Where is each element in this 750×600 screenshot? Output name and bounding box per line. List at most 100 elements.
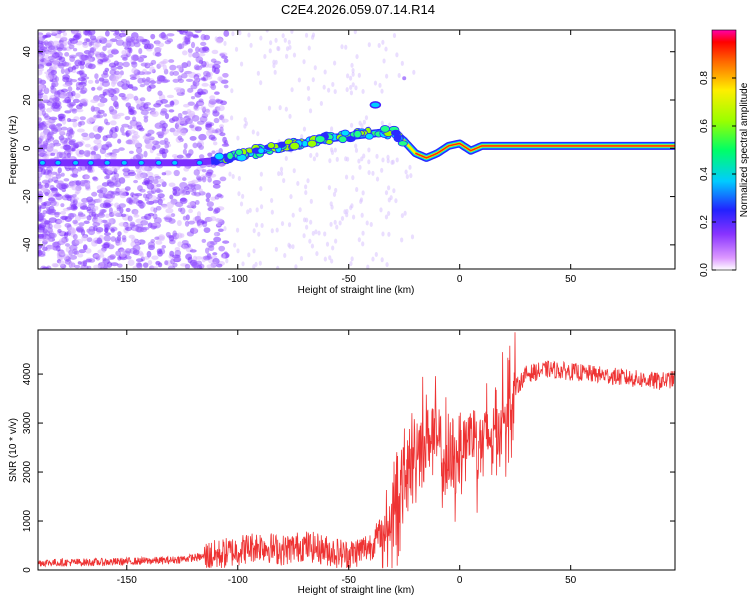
spectrogram-noise-blob (172, 130, 179, 137)
spectrogram-noise-blob (82, 43, 89, 48)
spectrogram-noise-blob (69, 182, 77, 187)
spectrogram-noise-blob (91, 86, 96, 91)
spectrogram-noise-blob (146, 183, 155, 190)
spectrogram-noise-blob (188, 124, 195, 129)
spectrogram-noise-blob (278, 105, 282, 111)
spectrogram-noise-blob (149, 80, 157, 85)
spectrogram-noise-blob (164, 260, 169, 266)
spectrogram-ridge-blob (38, 159, 46, 166)
spectrogram-noise-blob (74, 32, 82, 40)
spectrogram-noise-blob (351, 82, 355, 88)
spectrogram-noise-blob (284, 106, 288, 112)
spectrogram-noise-blob (60, 126, 68, 131)
spectrogram-noise-blob (52, 97, 58, 103)
spectrogram-noise-blob (265, 30, 269, 33)
spectrogram-noise-blob (97, 102, 105, 107)
spectrogram-noise-blob (134, 193, 143, 197)
spectrogram-noise-blob (355, 54, 359, 60)
spectrogram-noise-blob (91, 211, 97, 217)
spectrogram-noise-blob (186, 109, 192, 114)
spectrogram-noise-blob (201, 238, 207, 243)
spectrogram-noise-blob (113, 60, 119, 67)
spectrogram-noise-blob (147, 241, 156, 249)
spectrogram-noise-blob (38, 94, 42, 101)
spectrogram-noise-blob (216, 263, 223, 268)
spectrogram-noise-blob (276, 265, 280, 269)
spectrogram-noise-blob (187, 87, 194, 93)
spectrogram-noise-blob (381, 231, 385, 237)
spectrogram-noise-blob (129, 221, 136, 227)
spectrogram-noise-blob (178, 119, 186, 124)
spectrogram-ridge-blob (103, 159, 111, 166)
spectrogram-frame (37, 29, 676, 270)
spectrogram-noise-blob (351, 67, 355, 73)
spectrogram-noise-blob (182, 244, 188, 250)
spectrogram-noise-blob (59, 43, 65, 49)
spectrogram-noise-blob (46, 107, 53, 113)
spectrogram-ridge-core (414, 142, 675, 159)
spectrogram-noise-blob (249, 42, 253, 48)
spectrogram-noise-blob (181, 73, 188, 79)
spectrogram-noise-blob (221, 118, 226, 124)
spectrogram-noise-blob (153, 103, 162, 108)
spectrogram-noise-blob (179, 197, 188, 204)
spectrogram-noise-blob (285, 46, 290, 52)
snr-plot (38, 332, 675, 569)
spectrogram-noise-blob (99, 187, 108, 194)
spectrogram-noise-blob (161, 34, 169, 41)
spectrogram-noise-blob (52, 59, 60, 66)
spectrogram-noise-blob (38, 206, 42, 213)
spectrogram-noise-blob (378, 82, 382, 88)
spectrogram-noise-blob (93, 254, 102, 258)
spectrogram-noise-blob (99, 51, 105, 58)
spectrogram-ridge-blob (340, 129, 350, 137)
spectrogram-ridge-blob (338, 135, 348, 144)
spectrogram-noise-blob (252, 228, 256, 234)
spectrogram-noise-blob (384, 190, 389, 196)
spectrogram-noise-blob (259, 204, 264, 210)
spectrogram-noise-blob (143, 150, 148, 158)
spectrogram-noise-blob (67, 212, 75, 220)
spectrogram-noise-blob (387, 211, 391, 217)
spectrogram-noise-blob (165, 207, 174, 214)
spectrogram-noise-blob (74, 93, 81, 99)
spectrogram-noise-blob (187, 256, 193, 264)
spectrogram-noise-blob (309, 152, 313, 158)
spectrogram-noise-blob (69, 118, 78, 123)
spectrogram-noise-blob (98, 192, 106, 199)
spectrogram-noise-blob (155, 240, 163, 245)
spectrogram-x-tick-label: 50 (565, 274, 577, 285)
spectrogram-noise-blob (68, 44, 75, 50)
spectrogram-noise-blob (80, 179, 89, 184)
spectrogram-noise-blob (179, 30, 185, 35)
spectrogram-noise-blob (75, 108, 84, 113)
spectrogram-noise-blob (223, 226, 227, 232)
spectrogram-noise-blob (187, 34, 193, 38)
spectrogram-noise-blob (313, 65, 317, 71)
spectrogram-noise-blob (96, 114, 104, 119)
spectrogram-noise-blob (219, 126, 224, 134)
spectrogram-noise-blob (60, 215, 69, 220)
spectrogram-noise-blob (239, 61, 244, 67)
spectrogram-noise-blob (57, 167, 62, 174)
spectrogram-noise-blob (139, 252, 144, 258)
spectrogram-noise-blob (386, 158, 390, 164)
spectrogram-noise-blob (270, 198, 274, 204)
spectrogram-noise-blob (187, 48, 193, 54)
spectrogram-noise-blob (185, 78, 194, 82)
spectrogram-noise-blob (259, 186, 263, 192)
spectrogram-noise-blob (275, 227, 279, 233)
spectrogram-noise-blob (62, 83, 71, 88)
spectrogram-noise-blob (105, 174, 111, 179)
spectrogram-noise-blob (169, 127, 176, 133)
spectrogram-noise-blob (52, 245, 59, 251)
spectrogram-noise-blob (218, 147, 223, 154)
spectrogram-noise-blob (144, 179, 149, 186)
spectrogram-noise-blob (218, 77, 223, 83)
spectrogram-noise-blob (361, 241, 365, 247)
spectrogram-noise-blob (366, 264, 370, 269)
spectrogram-noise-blob (38, 181, 42, 186)
spectrogram-noise-blob (51, 80, 59, 88)
spectrogram-noise-blob (44, 219, 51, 225)
spectrogram-noise-blob (112, 210, 119, 216)
